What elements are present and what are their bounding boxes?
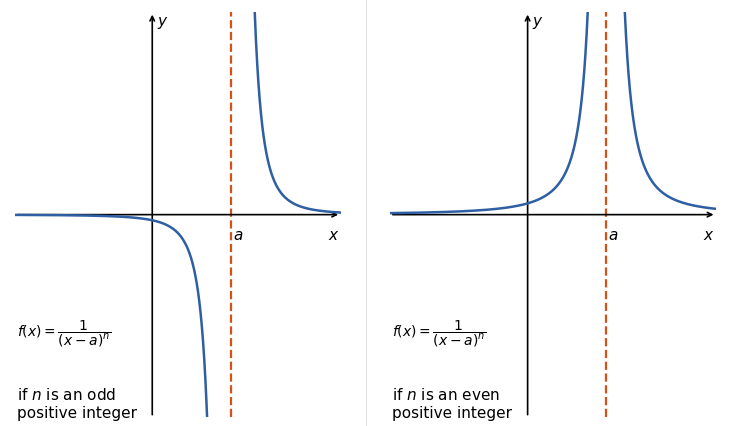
Text: $f(x) = \dfrac{1}{(x-a)^n}$: $f(x) = \dfrac{1}{(x-a)^n}$ — [17, 317, 111, 348]
Text: $x$: $x$ — [327, 228, 339, 243]
Text: if $n$ is an even
positive integer: if $n$ is an even positive integer — [392, 386, 512, 420]
Text: $x$: $x$ — [703, 228, 714, 243]
Text: if $n$ is an odd
positive integer: if $n$ is an odd positive integer — [17, 386, 137, 420]
Text: $a$: $a$ — [233, 228, 243, 243]
Text: $f(x) = \dfrac{1}{(x-a)^n}$: $f(x) = \dfrac{1}{(x-a)^n}$ — [392, 317, 486, 348]
Text: $y$: $y$ — [532, 15, 544, 31]
Text: $y$: $y$ — [157, 15, 169, 31]
Text: $a$: $a$ — [608, 228, 618, 243]
